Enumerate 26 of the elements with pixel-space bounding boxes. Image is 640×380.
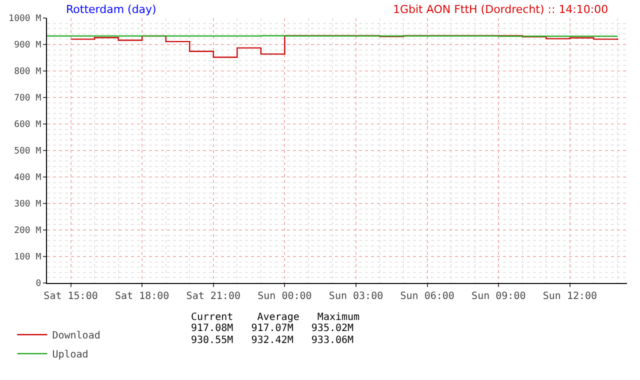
legend-label: Upload <box>52 350 88 360</box>
y-tick-label: 800 M <box>14 67 42 78</box>
y-tick-label: 300 M <box>14 200 42 210</box>
y-tick-label: 500 M <box>14 146 42 157</box>
y-tick-label: 600 M <box>14 120 42 130</box>
y-tick-label: 100 M <box>14 252 42 263</box>
x-tick-label: Sun 06:00 <box>400 291 454 302</box>
y-tick-label: 700 M <box>14 94 42 104</box>
x-tick-label: Sat 18:00 <box>114 291 170 302</box>
text: 930.55M 932.42M 933.06M <box>191 335 354 346</box>
x-tick-label: Sun 03:00 <box>328 291 384 302</box>
x-tick-label: Sat 15:00 <box>44 291 98 302</box>
x-tick-label: Sun 00:00 <box>258 291 312 302</box>
y-tick-label: 0 <box>36 279 42 290</box>
y-tick-label: 400 M <box>14 173 42 184</box>
chart-title: Rotterdam (day) <box>66 3 156 16</box>
text: 917.08M 917.07M 935.02M <box>191 323 354 334</box>
y-tick-label: 200 M <box>14 226 42 236</box>
x-tick-label: Sun 12:00 <box>542 291 598 302</box>
text: Current Average Maximum <box>191 312 360 323</box>
x-tick-label: Sun 09:00 <box>472 291 526 302</box>
legend-label: Download <box>52 330 100 342</box>
chart-subtitle: 1Gbit AON FttH (Dordrecht) :: 14:10:00 <box>393 3 608 16</box>
x-tick-label: Sat 21:00 <box>186 291 240 302</box>
y-tick-label: 900 M <box>14 40 42 51</box>
y-tick-label: 1000 M <box>8 14 42 24</box>
